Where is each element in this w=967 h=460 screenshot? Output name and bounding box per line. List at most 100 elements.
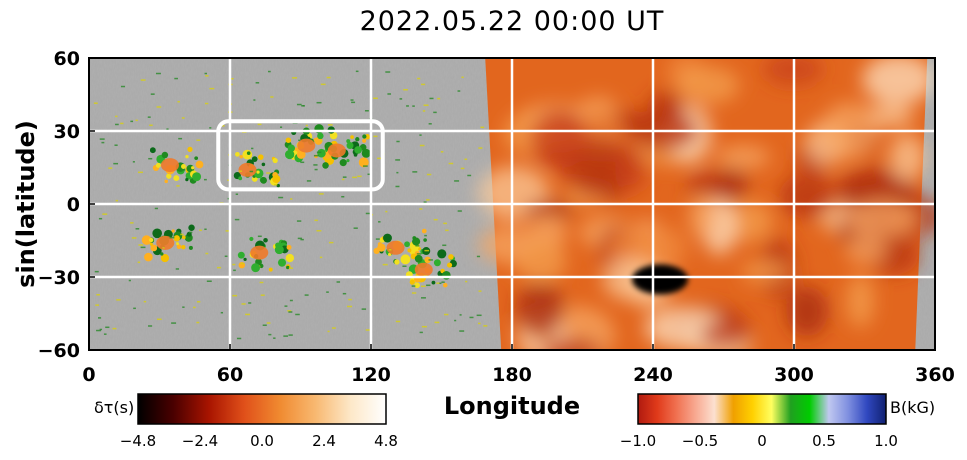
colorbar-tick-label: −4.8 (120, 432, 156, 450)
speckle (273, 337, 276, 339)
magnetic-patch (176, 242, 180, 246)
speckle (241, 303, 246, 305)
speckle (98, 317, 102, 319)
speckle (439, 282, 442, 285)
speckle (288, 267, 293, 269)
speckle (248, 302, 252, 304)
speckle (361, 308, 367, 310)
speckle (220, 311, 224, 314)
magnetic-patch (346, 139, 351, 144)
far-side-patch (688, 193, 718, 239)
active-region-core (160, 158, 179, 173)
speckle (326, 76, 331, 79)
speckle (227, 179, 230, 181)
speckle (385, 210, 388, 213)
speckle (385, 71, 391, 73)
speckle (132, 161, 135, 163)
magnetic-patch (400, 254, 411, 265)
magnetic-patch (362, 134, 367, 139)
right-colorbar-ticks: −1.0 −0.5 0 0.5 1.0 (620, 432, 898, 450)
speckle (422, 110, 426, 112)
colorbar-tick-label: 4.8 (374, 432, 398, 450)
magnetic-patch (251, 263, 261, 273)
speckle (316, 230, 322, 232)
speckle (483, 325, 488, 327)
speckle (262, 324, 267, 326)
speckle (350, 99, 354, 101)
speckle (342, 176, 347, 178)
speckle (332, 327, 336, 329)
far-side-map (477, 58, 935, 350)
speckle (115, 199, 118, 202)
speckle (182, 306, 185, 308)
speckle (316, 151, 322, 154)
speckle (419, 144, 425, 147)
speckle (224, 255, 228, 258)
magnetic-patch (394, 259, 400, 265)
magnetic-patch (160, 253, 170, 263)
speckle (395, 320, 401, 323)
far-side-patch (845, 234, 887, 265)
speckle (424, 234, 427, 237)
magnetic-patch (243, 257, 247, 261)
speckle (257, 235, 262, 238)
magnetic-patch (188, 245, 193, 250)
magnetic-patch (317, 132, 324, 140)
speckle (434, 321, 440, 324)
speckle (443, 222, 447, 225)
speckle (251, 147, 254, 150)
speckle (102, 213, 108, 215)
speckle (113, 162, 119, 165)
magnetic-patch (144, 252, 153, 262)
speckle (292, 77, 298, 79)
far-side-patch (785, 286, 829, 337)
speckle (94, 270, 99, 273)
magnetic-patch (149, 147, 156, 154)
magnetic-patch (362, 138, 367, 143)
speckle (298, 139, 301, 142)
speckle (266, 172, 271, 174)
active-region-core (386, 240, 405, 255)
speckle (382, 263, 388, 266)
far-side-patch (844, 199, 918, 238)
speckle (284, 305, 288, 307)
magnetic-patch (166, 173, 172, 179)
magnetic-patch (355, 137, 360, 142)
speckle (130, 120, 134, 123)
speckle (283, 335, 289, 337)
speckle (93, 102, 98, 104)
far-side-patch (889, 134, 926, 182)
speckle (341, 195, 345, 198)
magnetic-patch (276, 183, 280, 188)
magnetic-patch (296, 150, 306, 159)
speckle (135, 119, 138, 122)
magnetic-patch (191, 166, 195, 170)
x-tick-label: 60 (217, 364, 243, 386)
speckle (454, 319, 457, 322)
speckle (156, 318, 162, 321)
speckle (235, 193, 239, 195)
speckle (120, 85, 126, 88)
speckle (362, 165, 368, 167)
speckle (355, 70, 359, 73)
speckle (328, 241, 334, 244)
active-region-core (414, 262, 433, 277)
far-side-patch (864, 103, 915, 128)
magnetic-patch (285, 137, 292, 143)
speckle (148, 325, 153, 327)
magnetic-patch (412, 236, 417, 240)
speckle (436, 282, 441, 284)
speckle (319, 140, 323, 142)
speckle (416, 253, 422, 255)
far-side-patch (779, 173, 835, 219)
left-colorbar (137, 393, 387, 425)
magnetic-patch (346, 159, 350, 163)
speckle (396, 171, 399, 174)
speckle (204, 228, 207, 231)
y-tick-label: −30 (38, 267, 80, 289)
speckle (326, 291, 329, 293)
speckle (169, 236, 175, 239)
magnetic-patch (274, 245, 284, 255)
speckle (232, 294, 238, 297)
speckle (148, 157, 153, 160)
